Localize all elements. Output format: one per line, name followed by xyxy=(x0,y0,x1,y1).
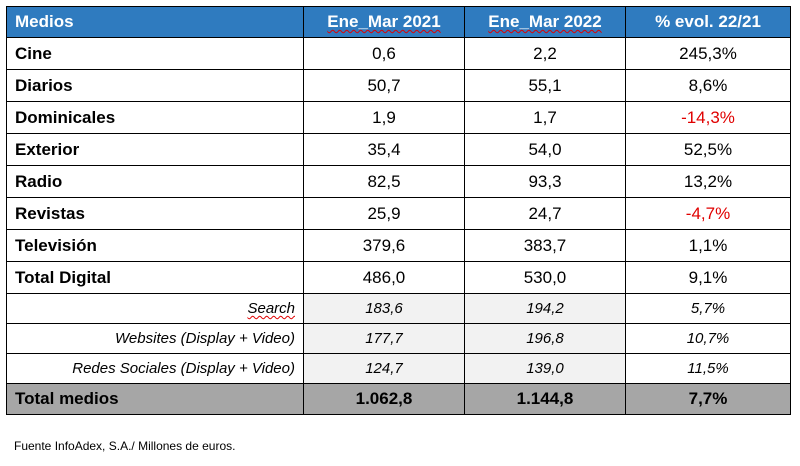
value-evol: 8,6% xyxy=(625,69,791,102)
row-label: Total Digital xyxy=(6,261,304,294)
value-evol: 10,7% xyxy=(625,323,791,354)
value-2021: 183,6 xyxy=(303,293,465,324)
table-row: Televisión 379,6 383,7 1,1% xyxy=(6,229,791,262)
value-2022: 2,2 xyxy=(464,37,626,70)
row-label: Exterior xyxy=(6,133,304,166)
header-evol: % evol. 22/21 xyxy=(625,6,791,38)
table-row: Dominicales 1,9 1,7 -14,3% xyxy=(6,101,791,134)
value-evol: 52,5% xyxy=(625,133,791,166)
total-2022: 1.144,8 xyxy=(464,383,626,415)
row-label: Radio xyxy=(6,165,304,198)
value-2021: 35,4 xyxy=(303,133,465,166)
total-label: Total medios xyxy=(6,383,304,415)
header-row: Medios Ene_Mar 2021 Ene_Mar 2022 % evol.… xyxy=(6,6,791,38)
value-evol-negative: -4,7% xyxy=(625,197,791,230)
subrow-label: Websites (Display + Video) xyxy=(6,323,304,354)
value-2022: 194,2 xyxy=(464,293,626,324)
total-row: Total medios 1.062,8 1.144,8 7,7% xyxy=(6,383,791,415)
row-label: Dominicales xyxy=(6,101,304,134)
source-footnote: Fuente InfoAdex, S.A./ Millones de euros… xyxy=(14,439,236,453)
row-label: Cine xyxy=(6,37,304,70)
subrow-label: Redes Sociales (Display + Video) xyxy=(6,353,304,384)
total-2021: 1.062,8 xyxy=(303,383,465,415)
header-ene-mar-2021: Ene_Mar 2021 xyxy=(303,6,465,38)
value-evol: 1,1% xyxy=(625,229,791,262)
table-row: Revistas 25,9 24,7 -4,7% xyxy=(6,197,791,230)
value-2022: 139,0 xyxy=(464,353,626,384)
value-2021: 1,9 xyxy=(303,101,465,134)
table-row: Cine 0,6 2,2 245,3% xyxy=(6,37,791,70)
table-row: Exterior 35,4 54,0 52,5% xyxy=(6,133,791,166)
media-investment-table: Medios Ene_Mar 2021 Ene_Mar 2022 % evol.… xyxy=(6,6,791,415)
value-2021: 82,5 xyxy=(303,165,465,198)
value-evol: 11,5% xyxy=(625,353,791,384)
value-2021: 50,7 xyxy=(303,69,465,102)
value-2021: 379,6 xyxy=(303,229,465,262)
table-row: Diarios 50,7 55,1 8,6% xyxy=(6,69,791,102)
value-2022: 54,0 xyxy=(464,133,626,166)
value-evol: 245,3% xyxy=(625,37,791,70)
table-subrow: Redes Sociales (Display + Video) 124,7 1… xyxy=(6,353,791,384)
total-evol: 7,7% xyxy=(625,383,791,415)
header-medios: Medios xyxy=(6,6,304,38)
table-row: Radio 82,5 93,3 13,2% xyxy=(6,165,791,198)
table-row: Total Digital 486,0 530,0 9,1% xyxy=(6,261,791,294)
value-2021: 124,7 xyxy=(303,353,465,384)
value-evol: 5,7% xyxy=(625,293,791,324)
value-2021: 177,7 xyxy=(303,323,465,354)
value-evol-negative: -14,3% xyxy=(625,101,791,134)
value-2022: 383,7 xyxy=(464,229,626,262)
value-2022: 196,8 xyxy=(464,323,626,354)
value-2021: 0,6 xyxy=(303,37,465,70)
value-evol: 9,1% xyxy=(625,261,791,294)
row-label: Televisión xyxy=(6,229,304,262)
table-subrow: Websites (Display + Video) 177,7 196,8 1… xyxy=(6,323,791,354)
row-label: Diarios xyxy=(6,69,304,102)
header-ene-mar-2022: Ene_Mar 2022 xyxy=(464,6,626,38)
value-2021: 25,9 xyxy=(303,197,465,230)
row-label: Revistas xyxy=(6,197,304,230)
table-subrow: Search 183,6 194,2 5,7% xyxy=(6,293,791,324)
value-2022: 93,3 xyxy=(464,165,626,198)
subrow-label: Search xyxy=(6,293,304,324)
value-2021: 486,0 xyxy=(303,261,465,294)
value-2022: 1,7 xyxy=(464,101,626,134)
value-evol: 13,2% xyxy=(625,165,791,198)
value-2022: 55,1 xyxy=(464,69,626,102)
value-2022: 24,7 xyxy=(464,197,626,230)
value-2022: 530,0 xyxy=(464,261,626,294)
